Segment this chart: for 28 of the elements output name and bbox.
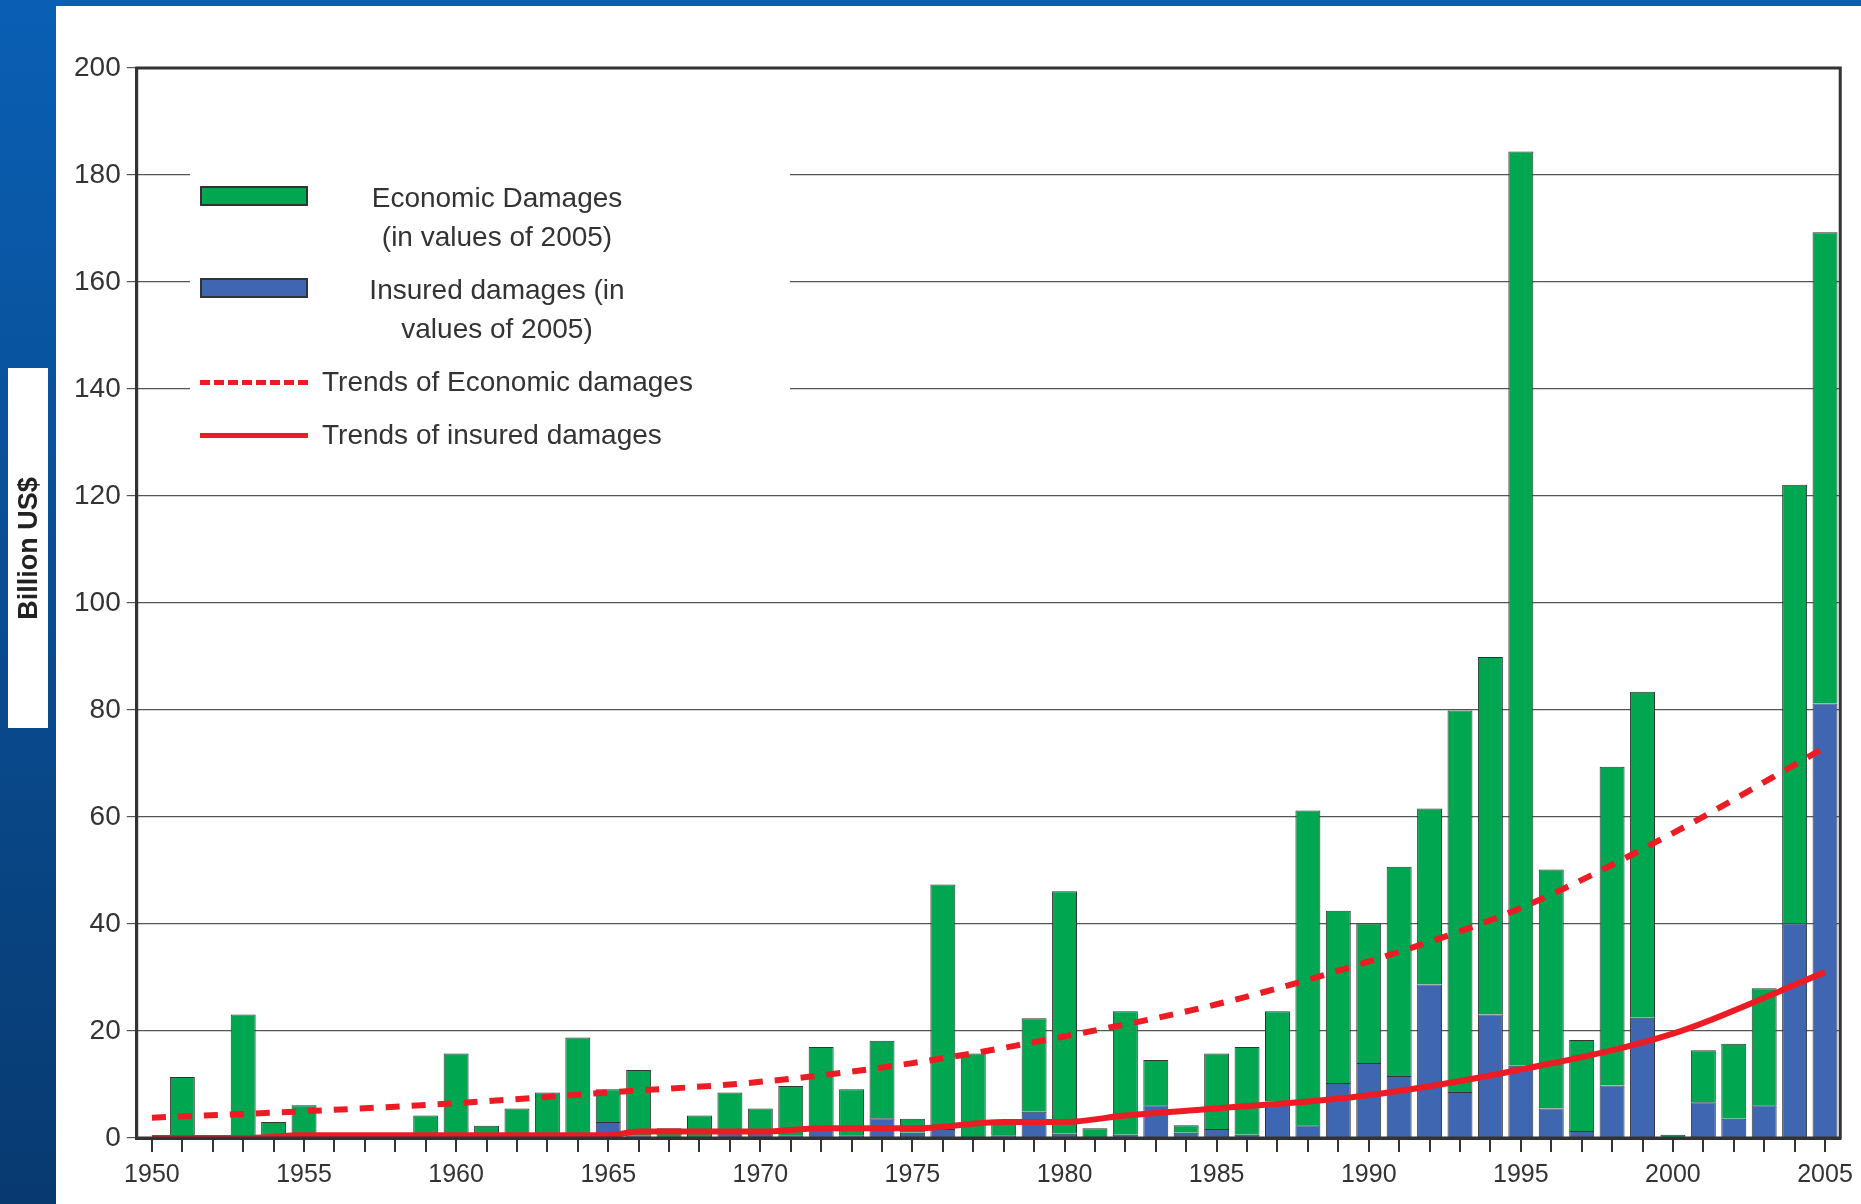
x-tick-label: 2000 [1645, 1158, 1701, 1187]
y-tick-label: 80 [89, 692, 121, 724]
x-tick-label: 1950 [124, 1158, 180, 1187]
x-tick-label: 1965 [580, 1158, 637, 1187]
x-tick-label: 1955 [276, 1158, 332, 1187]
legend-label: Trends of Economic damages [322, 365, 693, 399]
y-tick-label: 180 [74, 157, 121, 189]
x-tick-label: 1970 [732, 1158, 789, 1187]
legend-label: Insured damages (in values of 2005) [368, 273, 626, 346]
y-tick-label: 160 [74, 264, 121, 296]
x-tick-label: 1990 [1340, 1158, 1397, 1187]
x-tick-label: 1995 [1493, 1158, 1549, 1187]
x-tick-label: 2005 [1797, 1158, 1853, 1187]
y-axis-title: Billion US$ [12, 476, 44, 620]
y-tick-label: 200 [74, 50, 121, 82]
y-tick-label: 40 [89, 906, 121, 938]
x-tick-label: 1975 [884, 1158, 941, 1187]
legend-label: Economic Damages (in values of 2005) [370, 181, 624, 254]
y-tick-label: 100 [74, 585, 121, 617]
y-tick-label: 0 [105, 1120, 121, 1152]
x-tick-label: 1985 [1188, 1158, 1245, 1187]
y-tick-label: 140 [74, 371, 121, 403]
legend-label: Trends of insured damages [322, 418, 662, 452]
x-tick-label: 1980 [1036, 1158, 1093, 1187]
y-tick-label: 20 [89, 1013, 121, 1045]
y-tick-label: 120 [74, 478, 121, 510]
x-tick-label: 1960 [428, 1158, 484, 1187]
y-tick-label: 60 [89, 799, 121, 831]
